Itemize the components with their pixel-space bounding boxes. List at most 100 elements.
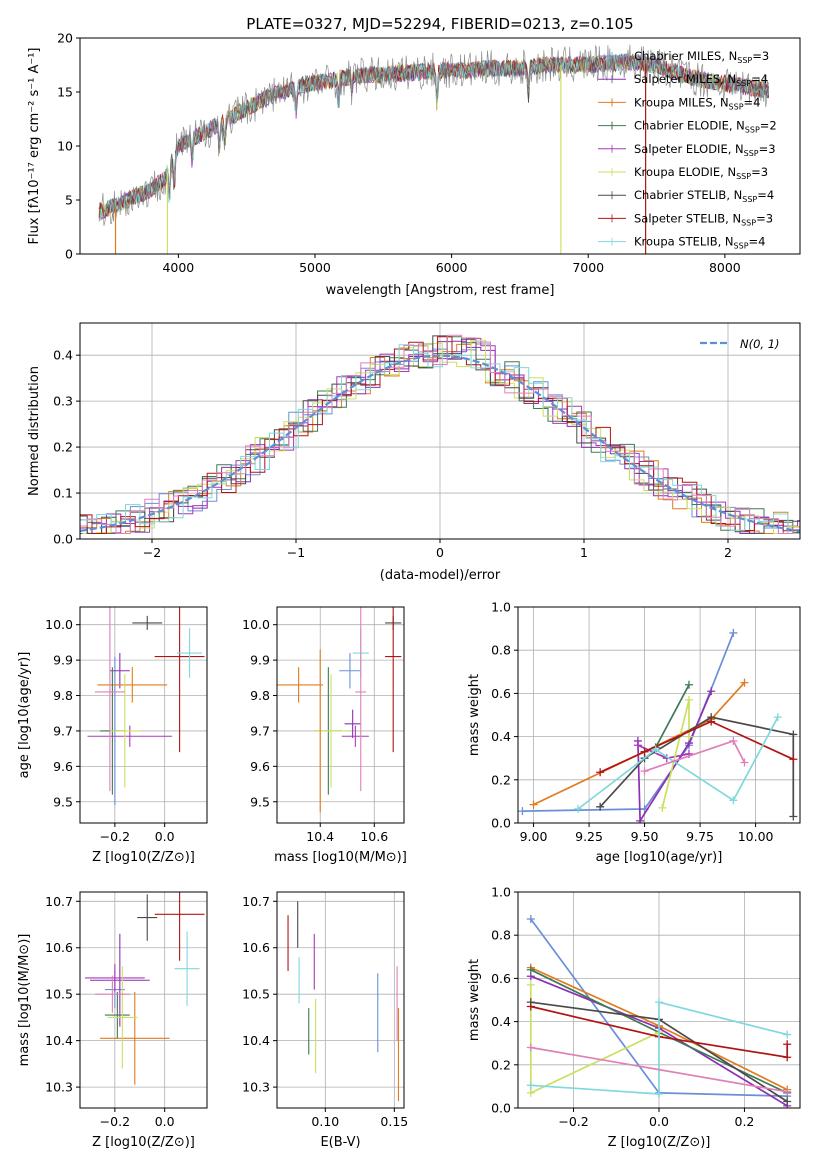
weight_vs_age-ytick-label: 1.0 [491, 600, 511, 615]
weight_vs_age-marker-pink [640, 767, 649, 776]
weight_vs_Z-xtick-label: 0.0 [649, 1114, 669, 1129]
weight_vs_age-marker-salpeter_miles [707, 687, 716, 696]
spectrum-line-chabrier_stelib [98, 53, 769, 219]
weight_vs_Z-xtick-label: 0.2 [735, 1114, 755, 1129]
weight_vs_age-marker-pink [740, 758, 749, 767]
weight_vs_Z-marker-salpeter_stelib [526, 1002, 535, 1011]
mass_vs_EBV-ytick-label: 10.4 [242, 1033, 270, 1048]
weight-vs-metallicity-panel: −0.2 0.0 0.2 0.0 0.2 0.4 0.6 0.8 1.0 Z [log10(Z/Z… [467, 885, 801, 1150]
age_vs_Z-ytick-label: 9.5 [53, 794, 73, 809]
age-vs-metallicity-panel: −0.2 0.0 9.5 9.6 9.7 9.8 9.9 10.0 Z [log10(Z/Z⊙)… [17, 606, 208, 865]
weight_vs_age-marker-salpeter_stelib [596, 768, 605, 777]
spectrum-ytick-label: 20 [57, 31, 73, 46]
weight_vs_age-line-chabrier_stelib [599, 716, 795, 817]
residual-xtick-label: −2 [143, 545, 161, 560]
spectrum-ylabel: Flux [fλ10⁻¹⁷ erg cm⁻² s⁻¹ A⁻¹] [27, 48, 42, 245]
spectrum-xlabel: wavelength [Angstrom, rest frame] [326, 283, 555, 298]
spectrum-plot-area [98, 44, 769, 254]
age_vs_Z-marks [87, 607, 205, 806]
weight_vs_age-ytick-label: 0.0 [491, 816, 511, 831]
age_vs_Z-frame [79, 606, 208, 824]
age_vs_mass-ytick-label: 9.9 [250, 653, 270, 668]
spectrum-ytick-label: 0 [65, 247, 73, 262]
weight_vs_Z-marker-chabrier_miles [526, 915, 535, 923]
legend-label-kroupa_stelib: Kroupa STELIB, NSSP=4 [634, 235, 765, 251]
residual-plot-area [79, 334, 801, 534]
age_vs_mass-frame [276, 606, 405, 824]
mass_vs_Z-xtick-label: 0.0 [155, 1114, 175, 1129]
weight_vs_Z-ytick-label: 1.0 [491, 885, 511, 900]
spectrum-ytick-label: 15 [57, 85, 73, 100]
weight_vs_age-ytick-label: 0.8 [491, 643, 511, 658]
spectrum-xtick-label: 5000 [299, 260, 331, 275]
mass_vs_Z-ytick-label: 10.6 [45, 940, 73, 955]
weight_vs_age-marker-salpeter_stelib [789, 755, 798, 764]
weight_vs_Z-ylabel: mass weight [467, 959, 482, 1041]
weight_vs_Z-marker-pink [783, 1087, 792, 1096]
weight_vs_Z-xlabel: Z [log10(Z/Z⊙)] [608, 1135, 711, 1150]
age_vs_mass-ytick-label: 10.0 [242, 617, 270, 632]
weight_vs_age-marker-kroupa_stelib [573, 804, 582, 813]
age_vs_mass-ytick-label: 9.8 [250, 688, 270, 703]
weight_vs_Z-marker-salpeter_stelib [783, 1040, 792, 1049]
mass_vs_Z-ytick-label: 10.5 [45, 987, 73, 1002]
residual-hist-salpeter_stelib [80, 336, 800, 534]
spectrum-legend: Chabrier MILES, NSSP=3 Salpeter MILES, NS… [598, 49, 777, 251]
residual-ytick-label: 0.3 [53, 394, 73, 409]
weight_vs_age-xtick-label: 10.00 [738, 829, 774, 844]
mass_vs_Z-marks [84, 892, 205, 1085]
spectrum-ytick-label: 5 [65, 193, 73, 208]
weight_vs_age-marker-chabrier_miles [518, 807, 527, 816]
weight_vs_age-marker-kroupa_stelib [651, 745, 660, 754]
legend-label-salpeter_miles: Salpeter MILES, NSSP=4 [634, 72, 768, 88]
spectrum-xtick-label: 6000 [436, 260, 468, 275]
mass_vs_EBV-ytick-label: 10.5 [242, 987, 270, 1002]
mass_vs_Z-xlabel: Z [log10(Z/Z⊙)] [92, 1135, 195, 1150]
age_vs_mass-marks [277, 607, 402, 813]
legend-label-salpeter_elodie: Salpeter ELODIE, NSSP=3 [634, 142, 776, 158]
residual-xtick-label: 2 [724, 545, 732, 560]
legend-label-chabrier_elodie: Chabrier ELODIE, NSSP=2 [634, 119, 777, 135]
weight_vs_Z-marker-kroupa_elodie [526, 980, 535, 989]
mass_vs_EBV-ytick-label: 10.6 [242, 940, 270, 955]
mass_vs_Z-ytick-label: 10.7 [45, 894, 73, 909]
weight_vs_age-marker-kroupa_elodie [684, 695, 693, 704]
age-vs-mass-panel: 10.4 10.6 9.5 9.6 9.7 9.8 9.9 10.0 mass [log10(M… [242, 606, 407, 865]
age_vs_Z-ytick-label: 9.7 [53, 723, 73, 738]
age_vs_Z-ylabel: age [log10(age/yr)] [17, 652, 32, 779]
spectrum-xtick-label: 8000 [709, 260, 741, 275]
weight_vs_age-line-salpeter_miles [637, 690, 712, 823]
age_vs_mass-xtick-label: 10.6 [360, 829, 388, 844]
age_vs_mass-xlabel: mass [log10(M/M⊙)] [274, 850, 407, 865]
mass_vs_Z-ytick-label: 10.4 [45, 1033, 73, 1048]
residual-hist-pink [80, 334, 800, 534]
weight_vs_age-marker-chabrier_stelib [789, 730, 798, 739]
age_vs_mass-ytick-label: 9.7 [250, 723, 270, 738]
residual-ytick-label: 0.1 [53, 486, 73, 501]
legend-label-kroupa_miles: Kroupa MILES, NSSP=4 [634, 95, 760, 111]
weight_vs_age-line-chabrier_miles [522, 632, 735, 812]
legend-label-salpeter_stelib: Salpeter STELIB, NSSP=3 [634, 211, 773, 227]
weight_vs_Z-line-kroupa_stelib [530, 1001, 788, 1095]
weight_vs_age-line-chabrier_elodie [654, 684, 690, 748]
weight_vs_age-ytick-label: 0.2 [491, 772, 511, 787]
mass_vs_EBV-xtick-label: 0.15 [380, 1114, 408, 1129]
mass_vs_Z-frame [79, 891, 208, 1109]
residual-xtick-label: 1 [580, 545, 588, 560]
age_vs_Z-ytick-label: 9.8 [53, 688, 73, 703]
weight_vs_age-ylabel: mass weight [467, 674, 482, 756]
spectrum-xtick-label: 7000 [572, 260, 604, 275]
residual-hist-chabrier_stelib [80, 335, 800, 534]
mass_vs_EBV-xtick-label: 0.10 [311, 1114, 339, 1129]
weight_vs_Z-marker-kroupa_stelib [655, 1089, 663, 1098]
age_vs_Z-xlabel: Z [log10(Z/Z⊙)] [92, 850, 195, 865]
weight_vs_Z-marker-salpeter_stelib [783, 1053, 792, 1062]
spectrum-ticks: 4000 5000 6000 7000 8000 0 5 10 15 20 [57, 31, 741, 276]
mass_vs_EBV-frame [276, 891, 405, 1109]
weight_vs_Z-marker-kroupa_elodie [526, 1088, 535, 1097]
weight_vs_age-marker-chabrier_stelib [789, 812, 798, 821]
weight_vs_Z-marker-pink [526, 1043, 535, 1052]
residual-ticks: −2 −1 0 1 2 0.0 0.1 0.2 0.3 0.4 [53, 348, 732, 560]
weight_vs_age-line-kroupa_stelib [577, 716, 779, 810]
weight_vs_Z-xtick-label: −0.2 [558, 1114, 588, 1129]
